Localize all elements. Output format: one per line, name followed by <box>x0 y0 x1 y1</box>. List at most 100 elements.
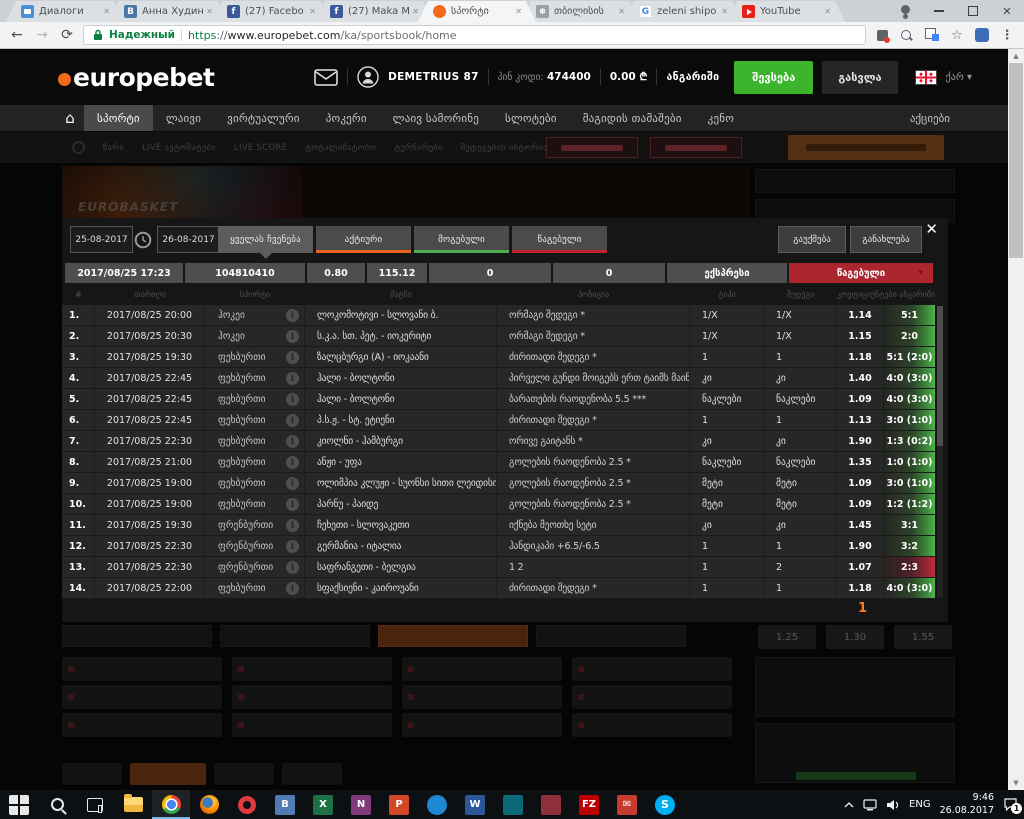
restore-button[interactable] <box>956 0 990 22</box>
info-icon[interactable]: i <box>286 414 299 427</box>
table-row[interactable]: 8. 2017/08/25 21:00 ფეხბურთი i ანჟი - უფ… <box>62 452 935 473</box>
subnav-item[interactable]: LIVE SCORE <box>233 142 288 153</box>
mail-icon[interactable] <box>314 68 338 86</box>
tray-chevron-icon[interactable] <box>844 801 854 809</box>
refresh-button[interactable]: განახლება <box>850 226 922 253</box>
excel-icon[interactable]: X <box>304 790 342 819</box>
clock[interactable]: 9:46 26.08.2017 <box>939 792 994 816</box>
powerpoint-icon[interactable]: P <box>380 790 418 819</box>
mail-icon[interactable]: ✉ <box>608 790 646 819</box>
translate-icon[interactable] <box>923 26 941 44</box>
page-scrollbar-thumb[interactable] <box>1009 63 1023 258</box>
taskview-icon[interactable] <box>76 790 114 819</box>
tab-close-icon[interactable] <box>615 7 625 16</box>
filter-show-all[interactable]: ყველას ჩვენება <box>218 226 313 259</box>
browser-tab[interactable]: (27) Maka M <box>315 1 433 22</box>
back-icon[interactable]: ← <box>11 27 23 43</box>
username[interactable]: DEMETRIUS 87 <box>388 71 479 83</box>
table-row[interactable]: 14. 2017/08/25 22:00 ფეხბურთი i სფაქსიენ… <box>62 578 935 599</box>
tab-close-icon[interactable] <box>409 7 419 16</box>
word-icon[interactable]: W <box>456 790 494 819</box>
date-to-input[interactable]: 26-08-2017 <box>157 226 220 253</box>
tab-close-icon[interactable] <box>718 7 728 16</box>
info-icon[interactable]: i <box>286 519 299 532</box>
filter-lost[interactable]: წაგებული <box>512 226 607 253</box>
promo-box[interactable] <box>546 137 638 158</box>
account-link[interactable]: ანგარიში <box>666 71 720 83</box>
close-window-button[interactable] <box>990 0 1024 22</box>
reload-icon[interactable]: ⟳ <box>61 27 73 43</box>
tab-close-icon[interactable] <box>512 7 522 16</box>
browser-tab[interactable]: (27) Facebo <box>212 1 330 22</box>
table-row[interactable]: 4. 2017/08/25 22:45 ფეხბურთი i ჰალი - ბო… <box>62 368 935 389</box>
filter-active[interactable]: აქტიური <box>316 226 411 253</box>
extension-icon[interactable] <box>873 26 891 44</box>
nav-item[interactable]: სლოტები <box>505 111 557 125</box>
tab-close-icon[interactable] <box>203 7 213 16</box>
skype-icon[interactable]: S <box>646 790 684 819</box>
table-row[interactable]: 7. 2017/08/25 22:30 ფეხბურთი i კიოლნი - … <box>62 431 935 452</box>
tab-close-icon[interactable] <box>306 7 316 16</box>
subnav-item[interactable]: ტოტალიზატორი <box>305 142 377 153</box>
tab-close-icon[interactable] <box>821 7 831 16</box>
table-row[interactable]: 1. 2017/08/25 20:00 ჰოკეი i ლოკომოტივი -… <box>62 305 935 326</box>
info-icon[interactable]: i <box>286 372 299 385</box>
home-icon[interactable]: ⌂ <box>65 109 75 127</box>
app-icon-blue[interactable] <box>418 790 456 819</box>
info-icon[interactable]: i <box>286 540 299 553</box>
info-icon[interactable]: i <box>286 393 299 406</box>
table-scrollbar[interactable] <box>937 306 943 598</box>
deposit-button[interactable]: შევსება <box>734 60 814 94</box>
promo-banner[interactable] <box>788 135 944 160</box>
scrollbar-thumb[interactable] <box>937 306 943 446</box>
nav-item[interactable]: ლაივი <box>165 111 202 125</box>
browser-tab[interactable]: YouTube <box>727 1 845 22</box>
table-row[interactable]: 12. 2017/08/25 22:30 ფრენბურთი i გერმანი… <box>62 536 935 557</box>
table-row[interactable]: 6. 2017/08/25 22:45 ფეხბურთი i პ.ს.ჟ. - … <box>62 410 935 431</box>
info-icon[interactable]: i <box>286 456 299 469</box>
minimize-button[interactable] <box>922 0 956 22</box>
info-icon[interactable]: i <box>286 561 299 574</box>
bookmark-star-icon[interactable] <box>948 26 966 44</box>
subnav-item[interactable]: შედეგების ისტორია <box>460 142 548 153</box>
table-row[interactable]: 10. 2017/08/25 19:00 ფეხბურთი i პარნუ - … <box>62 494 935 515</box>
browser-tab[interactable]: სპორტი <box>418 1 536 22</box>
browser-tab[interactable]: Диалоги <box>6 1 124 22</box>
logout-button[interactable]: გასვლა <box>822 60 898 94</box>
info-icon[interactable]: i <box>286 582 299 595</box>
table-row[interactable]: 13. 2017/08/25 22:30 ფრენბურთი i საფრანგ… <box>62 557 935 578</box>
info-icon[interactable]: i <box>286 351 299 364</box>
app-icon-teal[interactable] <box>494 790 532 819</box>
table-row[interactable]: 9. 2017/08/25 19:00 ფეხბურთი i ოლიმპია კ… <box>62 473 935 494</box>
info-icon[interactable]: i <box>286 435 299 448</box>
filezilla-icon[interactable]: FZ <box>570 790 608 819</box>
subnav-item[interactable]: ზარი <box>103 142 124 153</box>
volume-icon[interactable] <box>886 799 900 811</box>
extension-icon-blue[interactable] <box>973 26 991 44</box>
address-bar[interactable]: Надежный https://www.europebet.com/ka/sp… <box>83 25 866 45</box>
info-icon[interactable]: i <box>286 330 299 343</box>
info-icon[interactable]: i <box>286 477 299 490</box>
nav-item[interactable]: ვირტუალური <box>227 111 300 125</box>
promo-box[interactable] <box>650 137 742 158</box>
nav-item-promotions[interactable]: აქციები <box>909 111 950 125</box>
zoom-icon[interactable] <box>898 26 916 44</box>
start-icon[interactable] <box>0 790 38 819</box>
vk-icon[interactable]: B <box>266 790 304 819</box>
subnav-item[interactable]: ტურნირები <box>394 142 443 153</box>
date-from-input[interactable]: 25-08-2017 <box>70 226 133 253</box>
page-scrollbar[interactable]: ▲ ▼ <box>1008 49 1024 790</box>
browser-menu-icon[interactable] <box>998 26 1016 44</box>
action-center-icon[interactable]: 1 <box>1003 798 1022 814</box>
nav-item[interactable]: კენო <box>707 111 735 125</box>
subnav-item[interactable]: LIVE ავტომატები <box>141 142 216 153</box>
table-row[interactable]: 2. 2017/08/25 20:30 ჰოკეი i ს.კ.ა. სთ. პ… <box>62 326 935 347</box>
opera-icon[interactable] <box>228 790 266 819</box>
nav-item[interactable]: პოკერი <box>325 111 367 125</box>
scroll-down-icon[interactable]: ▼ <box>1013 779 1019 787</box>
table-row[interactable]: 11. 2017/08/25 19:30 ფრენბურთი i ჩეხეთი … <box>62 515 935 536</box>
cancel-button[interactable]: გაუქმება <box>778 226 846 253</box>
table-row[interactable]: 5. 2017/08/25 22:45 ფეხბურთი i ჰალი - ბო… <box>62 389 935 410</box>
language-selector[interactable]: ქარ ▾ <box>945 71 972 83</box>
close-modal-icon[interactable]: ✕ <box>925 220 938 238</box>
